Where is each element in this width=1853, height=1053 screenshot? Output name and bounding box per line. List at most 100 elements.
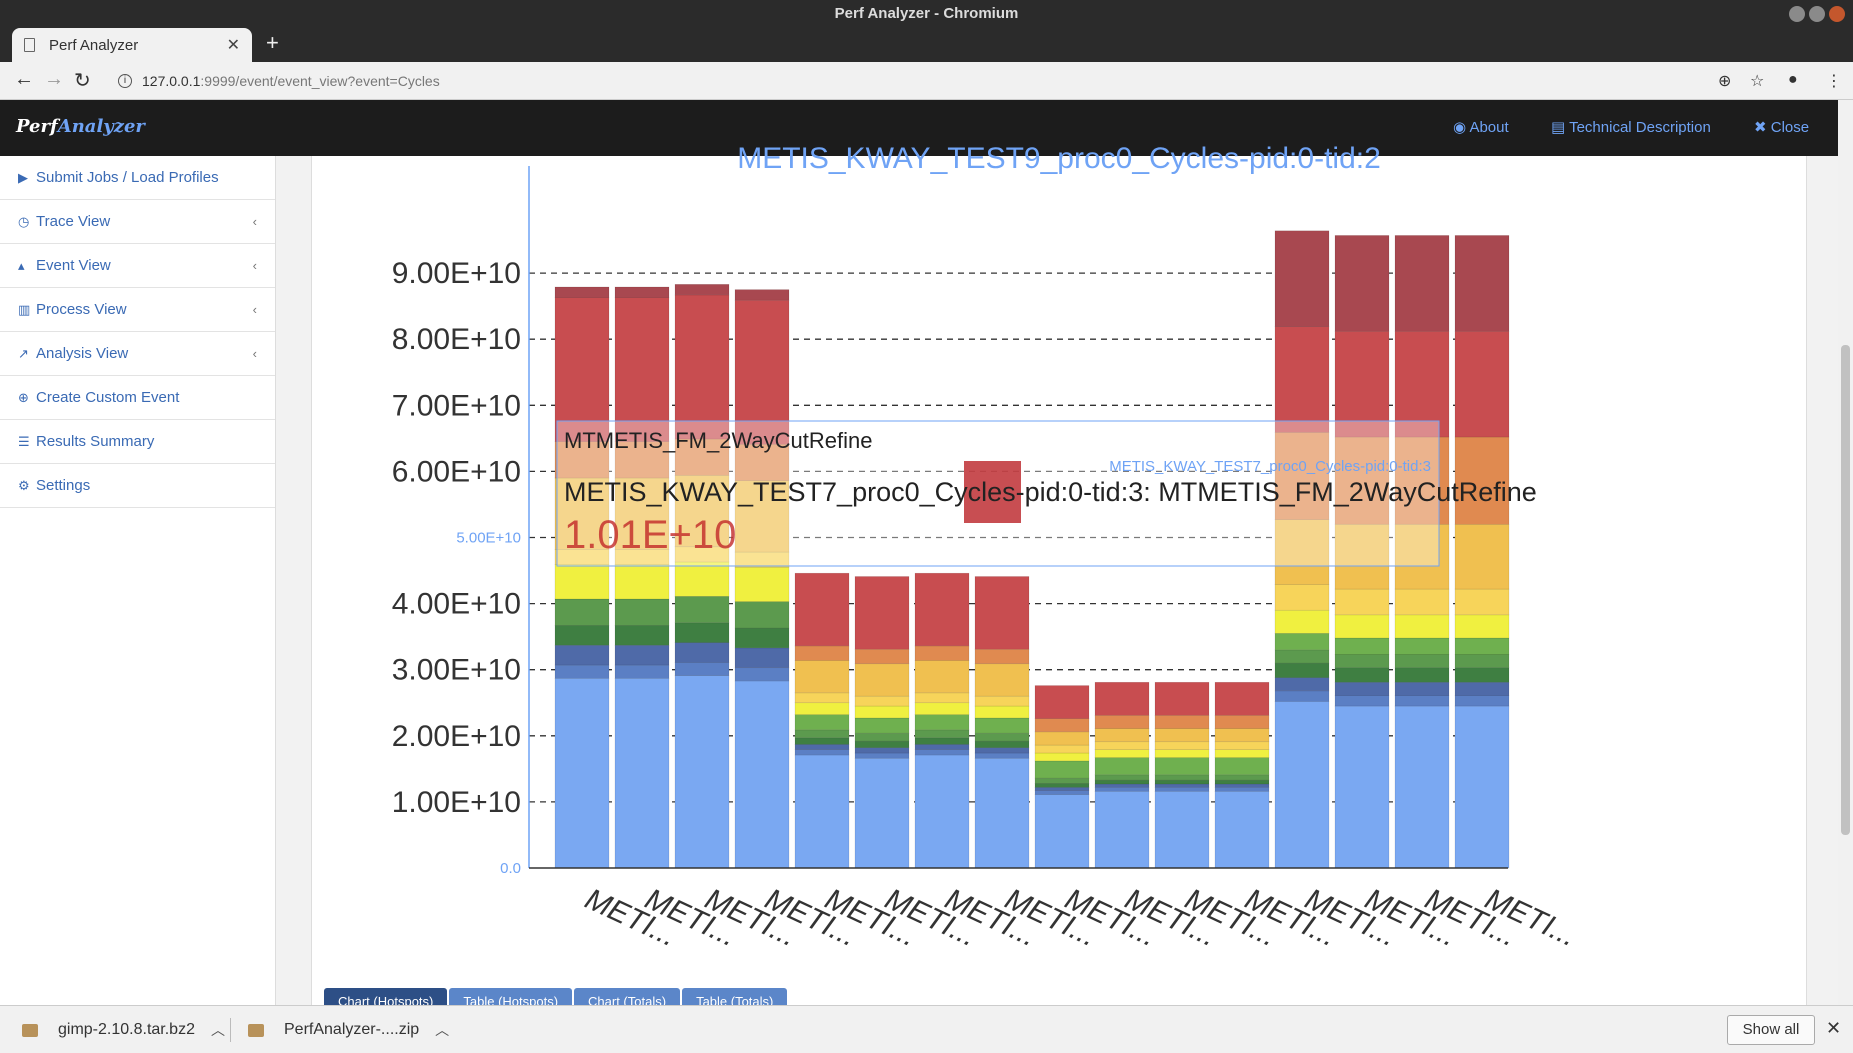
browser-tab[interactable]: Perf Analyzer ✕ bbox=[12, 28, 252, 62]
bar-segment[interactable] bbox=[854, 648, 910, 665]
bar-segment[interactable] bbox=[674, 662, 730, 676]
bar-segment[interactable] bbox=[1274, 633, 1330, 651]
bar-segment[interactable] bbox=[1214, 741, 1270, 750]
bar-segment[interactable] bbox=[1214, 749, 1270, 758]
bar-segment[interactable] bbox=[674, 596, 730, 624]
bar-segment[interactable] bbox=[914, 754, 970, 869]
forward-icon[interactable]: → bbox=[44, 68, 64, 90]
sidebar-item-submit-jobs-load-profiles[interactable]: ▶ Submit Jobs / Load Profiles bbox=[0, 156, 275, 200]
bar-segment[interactable] bbox=[1274, 609, 1330, 634]
bar-segment[interactable] bbox=[1094, 741, 1150, 750]
bar-segment[interactable] bbox=[854, 740, 910, 748]
bar-segment[interactable] bbox=[1394, 523, 1450, 590]
bar-segment[interactable] bbox=[1274, 662, 1330, 678]
bar-segment[interactable] bbox=[854, 663, 910, 697]
bar-segment[interactable] bbox=[1094, 681, 1150, 716]
brand-logo[interactable]: PerfAnalyzer bbox=[16, 116, 145, 137]
bar-segment[interactable] bbox=[1154, 728, 1210, 743]
bar-segment[interactable] bbox=[614, 564, 670, 600]
bar-segment[interactable] bbox=[1454, 523, 1510, 590]
bar-segment[interactable] bbox=[1454, 637, 1510, 655]
bar-segment[interactable] bbox=[1214, 681, 1270, 716]
bar-segment[interactable] bbox=[1154, 783, 1210, 788]
bar-segment[interactable] bbox=[914, 660, 970, 694]
bar-segment[interactable] bbox=[554, 477, 610, 550]
bar-segment[interactable] bbox=[1394, 614, 1450, 639]
bar-segment[interactable] bbox=[1394, 681, 1450, 696]
bar-segment[interactable] bbox=[674, 438, 730, 476]
download-item[interactable]: gimp-2.10.8.tar.bz2 ︿ bbox=[22, 1020, 225, 1040]
scroll-thumb[interactable] bbox=[1841, 345, 1850, 835]
bar-segment[interactable] bbox=[614, 441, 670, 479]
bar-segment[interactable] bbox=[854, 717, 910, 734]
bar-segment[interactable] bbox=[1454, 330, 1510, 438]
bar-segment[interactable] bbox=[794, 572, 850, 647]
bar-segment[interactable] bbox=[1454, 681, 1510, 696]
sidebar-item-event-view[interactable]: ▴ Event View ‹ bbox=[0, 244, 275, 288]
bar-segment[interactable] bbox=[1214, 757, 1270, 776]
bar-segment[interactable] bbox=[914, 749, 970, 756]
bar-segment[interactable] bbox=[1394, 637, 1450, 655]
bar-segment[interactable] bbox=[1274, 690, 1330, 702]
bar-segment[interactable] bbox=[674, 294, 730, 440]
sidebar-item-results-summary[interactable]: ☰ Results Summary bbox=[0, 420, 275, 464]
bar-segment[interactable] bbox=[974, 757, 1030, 869]
bar-segment[interactable] bbox=[614, 664, 670, 679]
bar-segment[interactable] bbox=[1034, 685, 1090, 719]
bar-segment[interactable] bbox=[1394, 654, 1450, 669]
bar-segment[interactable] bbox=[794, 729, 850, 739]
bar-segment[interactable] bbox=[974, 732, 1030, 742]
minimize-icon[interactable] bbox=[1789, 6, 1805, 22]
bar-segment[interactable] bbox=[794, 702, 850, 715]
bar-segment[interactable] bbox=[1034, 752, 1090, 762]
bar-segment[interactable] bbox=[1154, 757, 1210, 776]
bar-segment[interactable] bbox=[974, 695, 1030, 707]
bar-segment[interactable] bbox=[1334, 637, 1390, 655]
bar-segment[interactable] bbox=[674, 561, 730, 597]
bar-segment[interactable] bbox=[1094, 774, 1150, 781]
sidebar-item-analysis-view[interactable]: ↗ Analysis View ‹ bbox=[0, 332, 275, 376]
bar-segment[interactable] bbox=[614, 286, 670, 298]
site-info-icon[interactable]: i bbox=[118, 74, 132, 88]
chevron-up-icon[interactable]: ︿ bbox=[210, 1022, 225, 1038]
bar-segment[interactable] bbox=[554, 598, 610, 626]
bar-segment[interactable] bbox=[554, 664, 610, 679]
bar-segment[interactable] bbox=[974, 663, 1030, 697]
download-item[interactable]: PerfAnalyzer-....zip ︿ bbox=[248, 1020, 449, 1040]
bar-segment[interactable] bbox=[734, 601, 790, 629]
bar-segment[interactable] bbox=[1334, 695, 1390, 707]
bar-segment[interactable] bbox=[734, 443, 790, 481]
bar-segment[interactable] bbox=[1334, 330, 1390, 438]
bar-segment[interactable] bbox=[1394, 667, 1450, 683]
sidebar-item-create-custom-event[interactable]: ⊕ Create Custom Event bbox=[0, 376, 275, 420]
bar-segment[interactable] bbox=[794, 754, 850, 869]
bar-segment[interactable] bbox=[734, 480, 790, 553]
new-tab-button[interactable]: + bbox=[266, 30, 279, 55]
bar-segment[interactable] bbox=[554, 677, 610, 869]
bar-segment[interactable] bbox=[1274, 326, 1330, 433]
bar-segment[interactable] bbox=[1094, 715, 1150, 729]
bar-segment[interactable] bbox=[1034, 731, 1090, 746]
bar-segment[interactable] bbox=[1334, 235, 1390, 332]
bar-segment[interactable] bbox=[854, 747, 910, 754]
bar-segment[interactable] bbox=[1334, 654, 1390, 669]
bar-segment[interactable] bbox=[1394, 436, 1450, 525]
about-link[interactable]: ◉ About bbox=[1453, 118, 1509, 136]
bar-segment[interactable] bbox=[794, 660, 850, 694]
bar-segment[interactable] bbox=[1094, 749, 1150, 758]
bar-segment[interactable] bbox=[1274, 584, 1330, 611]
bar-segment[interactable] bbox=[734, 647, 790, 669]
bar-segment[interactable] bbox=[1154, 787, 1210, 792]
bar-segment[interactable] bbox=[1094, 779, 1150, 785]
tab-close-icon[interactable]: ✕ bbox=[226, 37, 240, 54]
bar-segment[interactable] bbox=[914, 737, 970, 745]
bar-segment[interactable] bbox=[554, 625, 610, 646]
bar-segment[interactable] bbox=[914, 572, 970, 647]
bar-segment[interactable] bbox=[794, 737, 850, 745]
bar-segment[interactable] bbox=[674, 475, 730, 548]
bar-segment[interactable] bbox=[1394, 235, 1450, 332]
bar-segment[interactable] bbox=[1094, 728, 1150, 743]
close-window-icon[interactable] bbox=[1829, 6, 1845, 22]
bar-segment[interactable] bbox=[1454, 614, 1510, 639]
bar-segment[interactable] bbox=[734, 627, 790, 649]
